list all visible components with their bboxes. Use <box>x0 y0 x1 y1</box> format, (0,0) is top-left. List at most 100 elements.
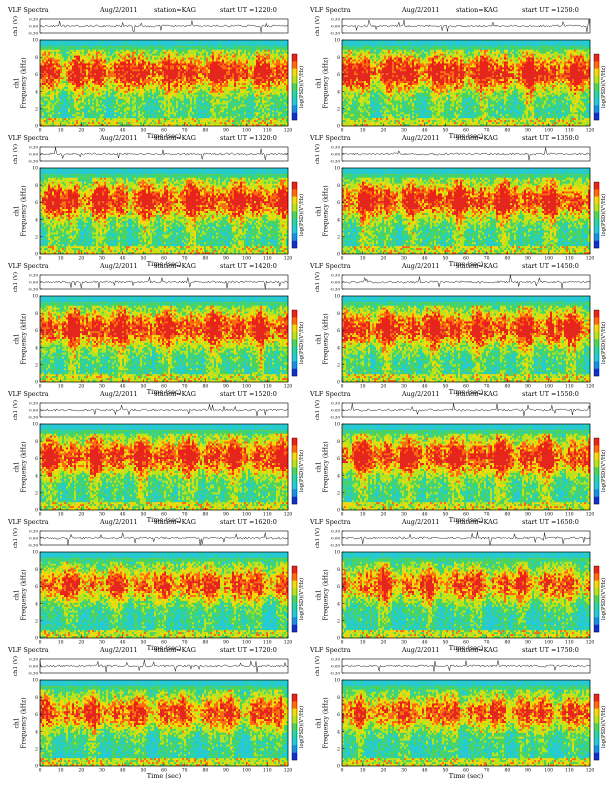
time-tick-label: 70 <box>182 768 188 774</box>
time-tick-label: 30 <box>99 768 105 774</box>
time-tick-label: 80 <box>202 768 208 774</box>
spectrogram-panel: VLF Spectra Aug/2/2011 station=KAG start UT… <box>8 260 310 388</box>
waveform-tick-label: 0.00 <box>331 664 340 669</box>
frequency-tick-label: 6 <box>337 72 340 78</box>
frequency-axis-label: ch1Frequency (kHz) <box>316 697 330 748</box>
colorbar-label: log(PSD)(V²/Hz) <box>600 322 607 364</box>
frequency-tick-label: 4 <box>35 729 38 735</box>
waveform-axis-label: ch1 (V) <box>12 16 19 36</box>
frequency-axis-label-line: ch1 <box>316 333 323 344</box>
start-time-text: start UT =1550:0 <box>522 390 579 399</box>
frequency-tick-label: 8 <box>35 567 38 573</box>
date-text: Aug/2/2011 <box>100 262 137 271</box>
frequency-axis-label-line: Frequency (kHz) <box>323 697 330 748</box>
station-text: station=KAG <box>456 646 498 655</box>
time-tick-label: 100 <box>242 768 251 774</box>
spectrogram-cells <box>40 296 288 382</box>
time-tick-label: 30 <box>401 768 407 774</box>
spectrogram-panel: VLF Spectra Aug/2/2011 station=KAG start UT… <box>310 132 612 260</box>
waveform-axis-label: ch1 (V) <box>12 272 19 292</box>
frequency-tick-label: 10 <box>334 422 340 428</box>
frequency-tick-label: 2 <box>35 363 38 369</box>
spectrogram-cells <box>342 552 590 638</box>
frequency-tick-label: 8 <box>35 439 38 445</box>
waveform-tick-label: 0.30 <box>29 401 38 406</box>
colorbar-label: log(PSD)(V²/Hz) <box>600 450 607 492</box>
frequency-tick-label: 8 <box>35 55 38 61</box>
waveform-tick-label: 0.00 <box>331 408 340 413</box>
title-text: VLF Spectra <box>8 262 49 271</box>
spectrogram-cells <box>40 40 288 126</box>
colorbar <box>594 566 599 632</box>
waveform-tick-label: 0.30 <box>331 17 340 22</box>
frequency-tick-label: 2 <box>337 235 340 241</box>
panel-title: VLF Spectra Aug/2/2011 station=KAG start UT… <box>8 6 308 15</box>
colorbar <box>292 182 297 248</box>
date-text: Aug/2/2011 <box>100 6 137 15</box>
date-text: Aug/2/2011 <box>100 134 137 143</box>
time-tick-label: 10 <box>58 768 64 774</box>
frequency-tick-label: 10 <box>32 678 38 684</box>
date-text: Aug/2/2011 <box>100 518 137 527</box>
waveform-tick-label: -0.30 <box>28 159 39 164</box>
time-tick-label: 110 <box>565 768 574 774</box>
waveform-tick-label: 0.00 <box>331 152 340 157</box>
waveform-axis-label: ch1 (V) <box>314 272 321 292</box>
time-tick-label: 0 <box>341 768 344 774</box>
frequency-tick-label: 2 <box>337 619 340 625</box>
frequency-tick-label: 2 <box>337 747 340 753</box>
waveform-tick-label: 0.00 <box>29 664 38 669</box>
waveform-tick-label: 0.00 <box>29 408 38 413</box>
spectrogram-cells <box>342 680 590 766</box>
title-text: VLF Spectra <box>310 518 351 527</box>
spectrogram-panel: VLF Spectra Aug/2/2011 station=KAG start UT… <box>8 132 310 260</box>
waveform-tick-label: 0.00 <box>29 152 38 157</box>
waveform-trace <box>342 148 590 160</box>
waveform-tick-label: 0.00 <box>331 24 340 29</box>
title-text: VLF Spectra <box>8 646 49 655</box>
frequency-axis-label-line: Frequency (kHz) <box>323 441 330 492</box>
station-text: station=KAG <box>154 518 196 527</box>
waveform-trace <box>342 19 590 32</box>
station-text: station=KAG <box>154 646 196 655</box>
time-axis-label: Time (sec) <box>449 772 484 780</box>
waveform-trace <box>342 275 590 289</box>
waveform-tick-label: 0.00 <box>331 280 340 285</box>
time-tick-label: 20 <box>380 768 386 774</box>
station-text: station=KAG <box>456 518 498 527</box>
waveform-tick-label: 0.00 <box>29 536 38 541</box>
waveform-tick-label: -0.30 <box>330 415 341 420</box>
spectrogram-cells <box>342 296 590 382</box>
frequency-tick-label: 6 <box>35 712 38 718</box>
time-tick-label: 40 <box>120 768 126 774</box>
frequency-tick-label: 4 <box>35 473 38 479</box>
frequency-tick-label: 10 <box>32 38 38 44</box>
frequency-tick-label: 10 <box>32 422 38 428</box>
colorbar-label: log(PSD)(V²/Hz) <box>600 578 607 620</box>
waveform-tick-label: -0.30 <box>330 287 341 292</box>
panel-title: VLF Spectra Aug/2/2011 station=KAG start UT… <box>8 262 308 271</box>
frequency-tick-label: 6 <box>35 456 38 462</box>
waveform-frame <box>40 403 288 417</box>
time-tick-label: 0 <box>39 768 42 774</box>
frequency-axis-label-line: ch1 <box>316 77 323 88</box>
date-text: Aug/2/2011 <box>100 390 137 399</box>
colorbar-label: log(PSD)(V²/Hz) <box>298 578 305 620</box>
frequency-tick-label: 2 <box>35 619 38 625</box>
frequency-axis-label-line: ch1 <box>14 461 21 472</box>
frequency-tick-label: 8 <box>337 439 340 445</box>
time-tick-label: 90 <box>525 768 531 774</box>
frequency-tick-label: 6 <box>35 200 38 206</box>
frequency-axis-label-line: Frequency (kHz) <box>21 441 28 492</box>
panel-title: VLF Spectra Aug/2/2011 station=KAG start UT… <box>310 646 610 655</box>
frequency-tick-label: 6 <box>337 328 340 334</box>
waveform-trace <box>40 21 288 33</box>
frequency-axis-label: ch1Frequency (kHz) <box>14 697 28 748</box>
spectrogram-panel: VLF Spectra Aug/2/2011 station=KAG start UT… <box>8 4 310 132</box>
spectrogram-panel: VLF Spectra Aug/2/2011 station=KAG start UT… <box>8 516 310 644</box>
time-tick-label: 70 <box>484 768 490 774</box>
frequency-axis-label-line: Frequency (kHz) <box>21 57 28 108</box>
